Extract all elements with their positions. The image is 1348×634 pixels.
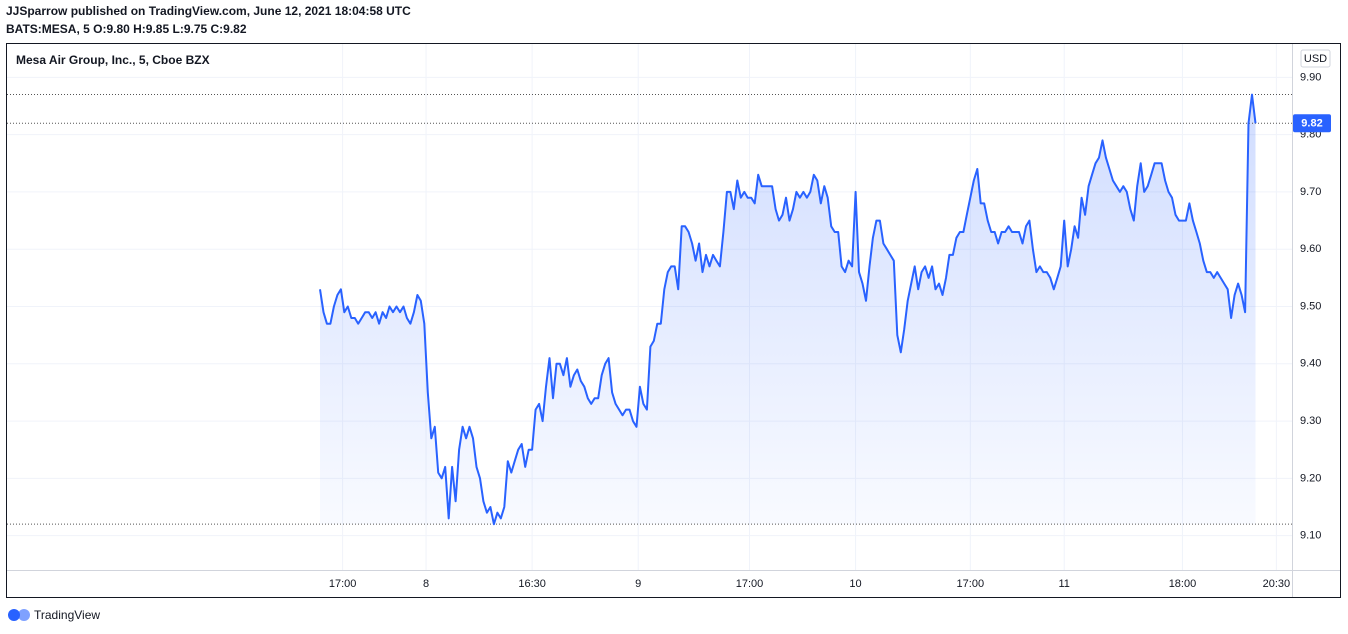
area-fill [320,94,1256,525]
x-tick-label: 11 [1059,578,1070,590]
y-tick-label: 9.50 [1300,300,1321,312]
y-tick-label: 9.70 [1300,186,1321,198]
brand-logo [8,609,20,621]
last-price-box [1293,114,1331,133]
unit-box [1300,49,1331,68]
publisher-line: JJSparrow published on TradingView.com, … [6,4,411,18]
x-tick-label: 8 [423,578,429,590]
x-tick-label: 9 [635,578,641,590]
y-tick-label: 9.30 [1300,415,1321,427]
chart-frame [6,43,1341,598]
x-tick-label: 10 [849,578,861,590]
x-tick-label: 20:30 [1263,578,1291,590]
y-tick-label: 9.90 [1300,71,1321,83]
x-tick-label: 17:00 [736,578,764,590]
chart-title: Mesa Air Group, Inc., 5, Cboe BZX [16,53,210,67]
plot [7,93,1292,526]
y-tick-label: 9.60 [1300,243,1321,255]
brand: TradingView [8,608,100,622]
x-tick-label: 16:30 [518,578,546,590]
symbol-line: BATS:MESA, 5 O:9.80 H:9.85 L:9.75 C:9.82 [6,22,247,36]
price-line [319,93,1257,526]
x-tick-label: 17:00 [957,578,985,590]
x-tick-label: 17:00 [329,578,357,590]
brand-text: TradingView [34,608,100,622]
y-tick-label: 9.20 [1300,472,1321,484]
x-tick-label: 18:00 [1169,578,1197,590]
brand-logo-part [18,609,30,621]
y-tick-label: 9.10 [1300,530,1321,542]
y-tick-label: 9.40 [1300,358,1321,370]
unit-label: USD [1304,53,1327,65]
last-price-label: 9.82 [1301,118,1322,130]
